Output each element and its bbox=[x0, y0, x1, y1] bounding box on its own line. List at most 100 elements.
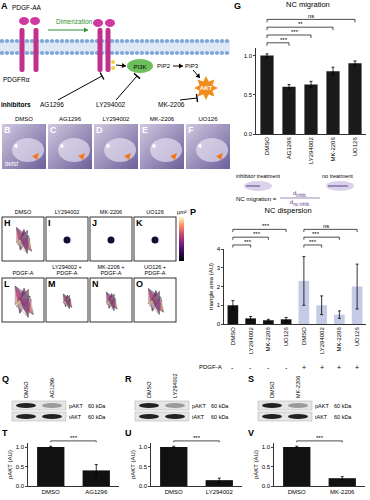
svg-text:AG1296: AG1296 bbox=[85, 489, 108, 495]
svg-text:dinhib.: dinhib. bbox=[293, 190, 307, 198]
svg-text:C: C bbox=[50, 125, 57, 135]
svg-text:PDGF-A: PDGF-A bbox=[145, 270, 166, 276]
svg-text:DMSO: DMSO bbox=[23, 381, 29, 398]
svg-text:ns: ns bbox=[323, 223, 329, 229]
svg-text:DMSO: DMSO bbox=[42, 489, 60, 495]
svg-text:V: V bbox=[248, 428, 254, 438]
svg-text:M: M bbox=[48, 279, 56, 289]
svg-text:LY294002: LY294002 bbox=[206, 489, 234, 495]
svg-text:2: 2 bbox=[217, 284, 221, 290]
svg-text:+: + bbox=[337, 364, 341, 371]
svg-text:0.0: 0.0 bbox=[262, 483, 271, 489]
svg-text:LY294002: LY294002 bbox=[96, 101, 126, 108]
svg-text:60 kDa: 60 kDa bbox=[88, 403, 106, 409]
svg-text:UO126: UO126 bbox=[146, 209, 163, 215]
svg-text:DMSO: DMSO bbox=[15, 209, 32, 215]
svg-text:O: O bbox=[136, 279, 143, 289]
svg-text:***: *** bbox=[280, 37, 288, 43]
svg-text:***: *** bbox=[244, 239, 252, 245]
svg-text:***: *** bbox=[312, 231, 320, 237]
svg-text:twist: twist bbox=[5, 160, 19, 167]
svg-text:LY294002: LY294002 bbox=[55, 209, 80, 215]
svg-text:60 kDa: 60 kDa bbox=[211, 414, 229, 420]
svg-text:F: F bbox=[188, 125, 194, 135]
svg-text:***: *** bbox=[193, 435, 201, 441]
svg-text:inhibitor treatment: inhibitor treatment bbox=[236, 173, 280, 179]
svg-text:PDGF-A: PDGF-A bbox=[199, 364, 222, 370]
svg-text:UO126: UO126 bbox=[354, 327, 360, 347]
svg-text:AKT: AKT bbox=[200, 85, 213, 91]
svg-text:4: 4 bbox=[217, 246, 221, 252]
svg-text:***: *** bbox=[309, 239, 317, 245]
svg-text:AG1296: AG1296 bbox=[286, 137, 292, 160]
svg-text:Q: Q bbox=[2, 374, 9, 384]
svg-text:tAKT: tAKT bbox=[69, 414, 82, 420]
svg-text:***: *** bbox=[262, 223, 270, 229]
svg-text:DMSO: DMSO bbox=[165, 489, 183, 495]
svg-text:P: P bbox=[190, 207, 196, 217]
svg-text:LY294002: LY294002 bbox=[248, 327, 254, 355]
svg-text:LY294002: LY294002 bbox=[103, 116, 131, 122]
svg-text:-: - bbox=[267, 364, 270, 371]
svg-text:pAKT (AU): pAKT (AU) bbox=[253, 450, 259, 479]
svg-text:I: I bbox=[48, 218, 51, 228]
svg-text:L: L bbox=[4, 279, 10, 289]
svg-text:0.5: 0.5 bbox=[244, 92, 253, 98]
svg-text:UO126: UO126 bbox=[283, 327, 289, 347]
svg-text:MK-2206: MK-2206 bbox=[330, 137, 336, 162]
svg-text:MK-2206: MK-2206 bbox=[265, 327, 271, 352]
svg-text:+: + bbox=[355, 364, 359, 371]
svg-text:1.0: 1.0 bbox=[244, 53, 253, 59]
svg-text:pAKT: pAKT bbox=[315, 403, 329, 409]
svg-text:PDGF-A: PDGF-A bbox=[57, 270, 78, 276]
svg-text:***: *** bbox=[291, 29, 299, 35]
svg-text:K: K bbox=[136, 218, 143, 228]
svg-text:-: - bbox=[249, 364, 252, 371]
svg-text:***: *** bbox=[316, 435, 324, 441]
svg-text:3: 3 bbox=[217, 265, 221, 271]
svg-text:inhibitors: inhibitors bbox=[1, 101, 31, 108]
svg-text:0.0: 0.0 bbox=[244, 131, 253, 137]
svg-text:60 kDa: 60 kDa bbox=[334, 403, 352, 409]
svg-text:MK-2206: MK-2206 bbox=[100, 209, 122, 215]
svg-text:MK-2206: MK-2206 bbox=[336, 327, 342, 352]
svg-text:B: B bbox=[4, 125, 11, 135]
svg-text:DMSO: DMSO bbox=[230, 327, 236, 345]
svg-text:E: E bbox=[142, 125, 148, 135]
svg-text:triangle area (AU): triangle area (AU) bbox=[208, 263, 214, 310]
svg-text:PDGF-AA: PDGF-AA bbox=[12, 4, 42, 11]
svg-text:60 kDa: 60 kDa bbox=[211, 403, 229, 409]
svg-text:1.0: 1.0 bbox=[139, 444, 148, 450]
svg-text:PDGF-A: PDGF-A bbox=[13, 270, 34, 276]
svg-text:D: D bbox=[96, 125, 103, 135]
svg-text:Dimerization: Dimerization bbox=[56, 18, 93, 25]
svg-text:UO126: UO126 bbox=[352, 137, 358, 157]
svg-text:-: - bbox=[231, 364, 234, 371]
svg-text:T: T bbox=[2, 428, 8, 438]
svg-text:G: G bbox=[234, 1, 241, 11]
svg-text:+: + bbox=[320, 364, 324, 371]
svg-text:tAKT: tAKT bbox=[192, 414, 205, 420]
svg-text:S: S bbox=[248, 374, 254, 384]
svg-text:NC migration =: NC migration = bbox=[236, 196, 277, 202]
svg-text:PDGFRα: PDGFRα bbox=[3, 76, 30, 83]
svg-text:pAKT (AU): pAKT (AU) bbox=[7, 450, 13, 479]
svg-text:DMSO: DMSO bbox=[264, 137, 270, 155]
svg-text:PI3K: PI3K bbox=[133, 64, 146, 70]
svg-text:DMSO: DMSO bbox=[146, 381, 152, 398]
svg-text:PDGF-A: PDGF-A bbox=[101, 270, 122, 276]
svg-text:R: R bbox=[125, 374, 132, 384]
svg-text:DMSO: DMSO bbox=[269, 381, 275, 398]
svg-text:pAKT: pAKT bbox=[69, 403, 83, 409]
svg-text:pAKT: pAKT bbox=[192, 403, 206, 409]
svg-text:U: U bbox=[125, 428, 132, 438]
svg-text:N: N bbox=[92, 279, 99, 289]
svg-text:**: ** bbox=[298, 21, 303, 27]
svg-text:0.5: 0.5 bbox=[16, 464, 25, 470]
svg-text:0.0: 0.0 bbox=[16, 483, 25, 489]
svg-text:LY294002: LY294002 bbox=[319, 327, 325, 355]
svg-text:LY294002: LY294002 bbox=[308, 137, 314, 165]
svg-text:AG1296: AG1296 bbox=[59, 116, 82, 122]
svg-text:no treatment: no treatment bbox=[322, 173, 353, 179]
svg-text:+: + bbox=[302, 364, 306, 371]
